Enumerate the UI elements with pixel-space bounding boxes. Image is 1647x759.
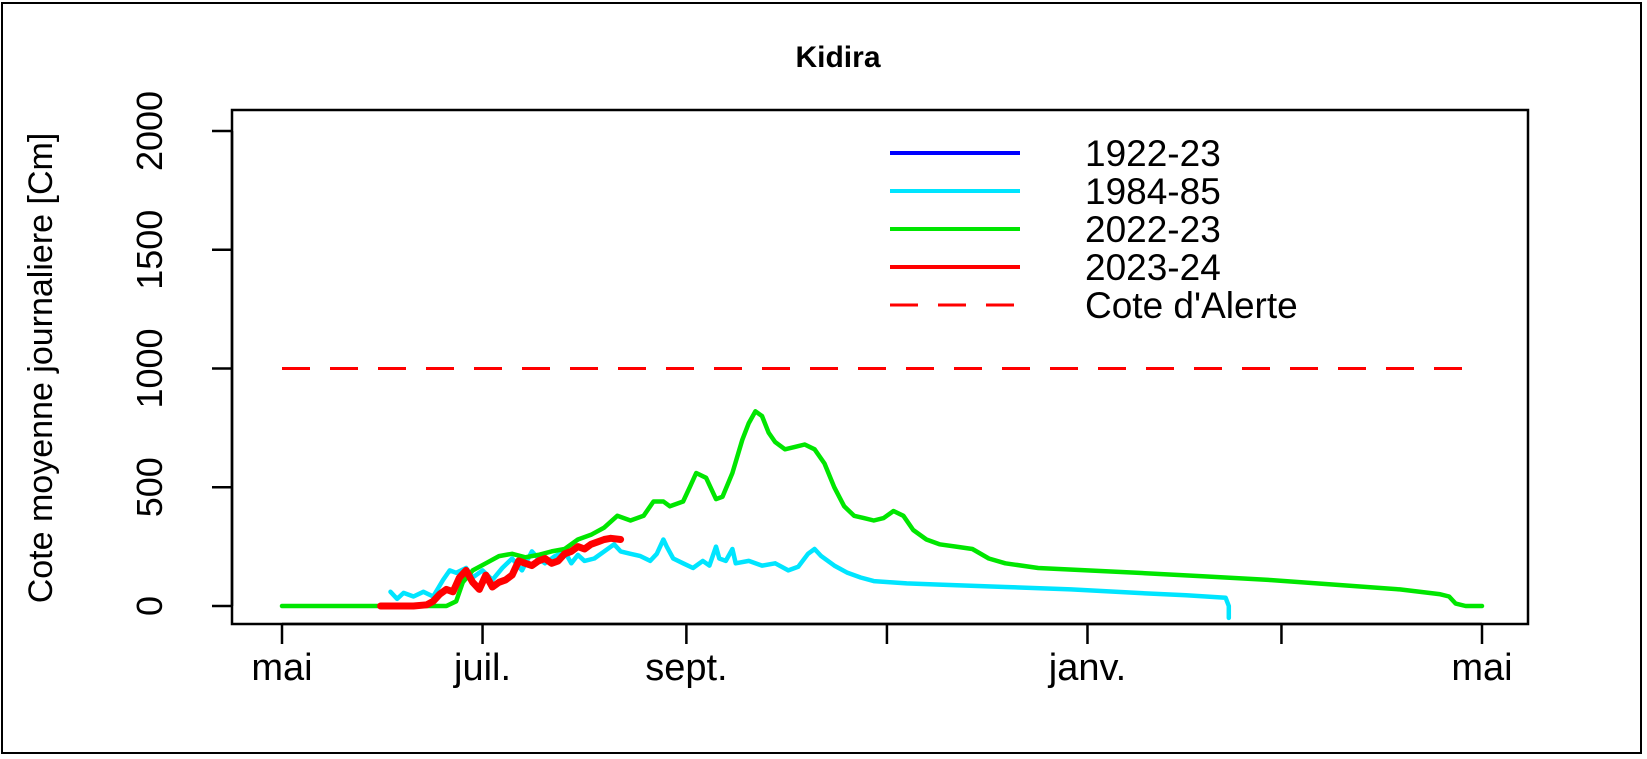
series-line-1984-85	[388, 537, 1232, 621]
series-line-2023-24	[377, 534, 625, 610]
series-line-2022-23	[279, 409, 1485, 609]
x-axis: mai juil. sept. janv. mai	[251, 622, 1513, 689]
x-tick-label: juil.	[453, 647, 511, 689]
legend-label: 1922-23	[1085, 133, 1221, 174]
x-tick-label: janv.	[1048, 647, 1126, 689]
legend-label: Cote d'Alerte	[1085, 285, 1298, 326]
y-tick-label: 1000	[129, 328, 170, 408]
y-tick-label: 0	[129, 596, 170, 616]
x-tick-label: sept.	[645, 647, 727, 689]
y-axis: 0 500 1000 1500 2000	[129, 91, 234, 616]
chart-title: Kidira	[795, 41, 880, 74]
y-tick-label: 1500	[129, 210, 170, 290]
y-tick-label: 500	[129, 457, 170, 517]
legend-label: 1984-85	[1085, 171, 1221, 212]
legend-label: 2023-24	[1085, 247, 1221, 288]
series-group	[279, 367, 1485, 621]
y-tick-label: 2000	[129, 91, 170, 171]
x-tick-label: mai	[1451, 647, 1512, 689]
legend-label: 2022-23	[1085, 209, 1221, 250]
y-axis-label: Cote moyenne journaliere [Cm]	[22, 133, 60, 604]
x-tick-label: mai	[251, 647, 312, 689]
